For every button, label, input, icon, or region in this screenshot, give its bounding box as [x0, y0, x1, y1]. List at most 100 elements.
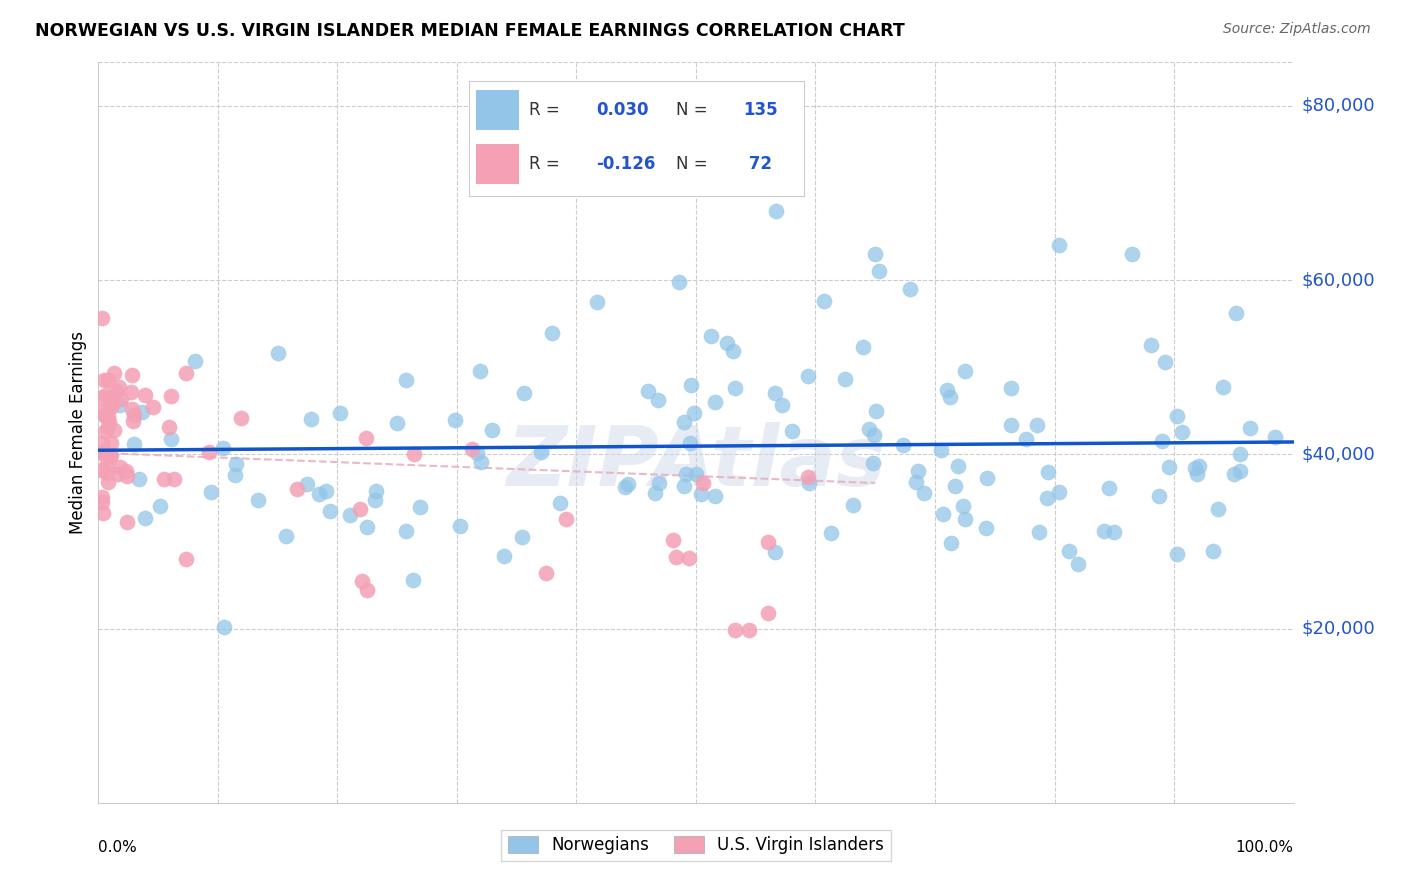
Point [128, 472, 150, 486]
Point [94, 388, 117, 402]
Point [952, 499, 974, 513]
Point [858, 423, 880, 437]
Point [647, 392, 669, 407]
Text: 100.0%: 100.0% [1236, 840, 1294, 855]
Legend: Norwegians, U.S. Virgin Islanders: Norwegians, U.S. Virgin Islanders [501, 830, 891, 861]
Point [974, 521, 997, 535]
Point [683, 406, 706, 420]
Point [100, 436, 122, 450]
Point [295, 476, 318, 491]
Point [1166, 409, 1188, 424]
Point [548, 495, 571, 509]
Point [97, 373, 120, 387]
Point [912, 486, 935, 500]
Point [153, 472, 176, 486]
Point [756, 606, 779, 620]
Point [904, 475, 927, 489]
Point [943, 478, 966, 492]
Point [530, 445, 553, 459]
Point [675, 467, 697, 481]
Point [339, 508, 361, 523]
Point [1015, 432, 1038, 446]
Point [225, 457, 247, 471]
Point [534, 566, 557, 580]
Point [308, 487, 330, 501]
Point [1098, 481, 1121, 495]
Point [444, 413, 467, 427]
Point [1067, 557, 1090, 571]
Point [352, 574, 374, 589]
Point [868, 264, 890, 278]
Point [103, 366, 125, 380]
Point [637, 384, 659, 398]
Point [91, 404, 114, 418]
Point [160, 432, 183, 446]
Point [780, 424, 803, 438]
Point [662, 533, 685, 547]
Point [97, 409, 120, 424]
Point [931, 442, 953, 457]
Point [939, 390, 962, 404]
Point [96, 466, 118, 480]
Point [211, 441, 233, 455]
Point [907, 464, 929, 478]
Text: $80,000: $80,000 [1302, 97, 1375, 115]
Point [1206, 502, 1229, 516]
Point [617, 477, 640, 491]
Point [91, 310, 114, 325]
Point [94, 425, 117, 439]
Point [267, 345, 290, 359]
Point [685, 467, 707, 481]
Point [363, 493, 385, 508]
Point [738, 623, 761, 637]
Point [354, 432, 377, 446]
Point [679, 377, 702, 392]
Point [142, 401, 165, 415]
Point [115, 515, 138, 529]
Point [585, 295, 607, 310]
Point [1047, 238, 1070, 252]
Point [117, 468, 139, 483]
Point [461, 442, 484, 456]
Point [149, 499, 172, 513]
Point [672, 416, 695, 430]
Point [224, 468, 246, 483]
Point [1121, 247, 1143, 261]
Point [108, 380, 131, 394]
Point [1229, 447, 1251, 461]
Point [160, 389, 183, 403]
Point [134, 387, 156, 401]
Point [364, 484, 387, 499]
Point [1000, 418, 1022, 433]
Point [1047, 484, 1070, 499]
Point [1147, 489, 1170, 503]
Point [285, 483, 308, 497]
Text: 0.0%: 0.0% [98, 840, 138, 855]
Point [891, 437, 914, 451]
Point [1157, 459, 1180, 474]
Text: ZIPAtlas: ZIPAtlas [506, 422, 886, 503]
Point [465, 446, 488, 460]
Point [387, 417, 409, 431]
Point [1171, 425, 1194, 440]
Point [481, 423, 503, 437]
Point [678, 551, 700, 566]
Point [1153, 355, 1175, 369]
Point [91, 446, 114, 460]
Point [898, 282, 921, 296]
Point [797, 369, 820, 384]
Point [1166, 547, 1188, 561]
Point [402, 573, 425, 587]
Point [813, 294, 835, 309]
Point [121, 368, 143, 383]
Point [98, 415, 121, 429]
Point [120, 384, 142, 399]
Point [100, 450, 122, 465]
Point [1025, 418, 1047, 433]
Point [932, 507, 955, 521]
Point [1212, 380, 1234, 394]
Point [555, 512, 578, 526]
Point [174, 366, 197, 380]
Point [703, 395, 725, 409]
Point [703, 489, 725, 503]
